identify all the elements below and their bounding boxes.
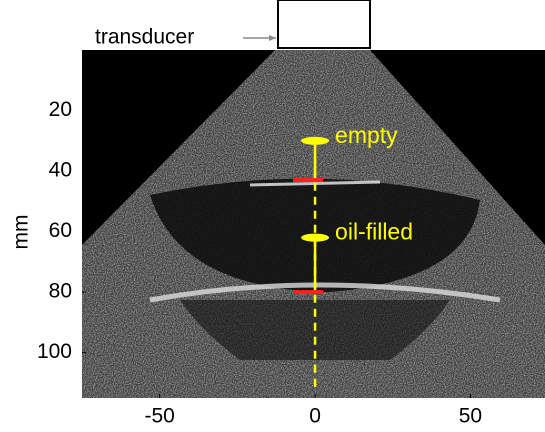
transducer-arrowhead bbox=[269, 35, 276, 41]
y-tick-label: 100 bbox=[37, 340, 72, 363]
y-tick-label: 60 bbox=[49, 219, 72, 242]
x-tick-label: 50 bbox=[459, 405, 482, 428]
figure: transducer mm -50 0 50 20 40 60 80 100 empty oil-… bbox=[0, 0, 545, 432]
y-tick-label: 40 bbox=[49, 159, 72, 182]
y-tick-label: 20 bbox=[49, 98, 72, 121]
x-tick-label: 0 bbox=[309, 405, 321, 428]
y-axis-label: mm bbox=[10, 215, 33, 250]
marker-label: oil-filled bbox=[335, 219, 413, 245]
transducer-label: transducer bbox=[95, 26, 194, 49]
depth-marker bbox=[301, 234, 329, 242]
transducer-box bbox=[278, 0, 370, 48]
depth-marker bbox=[301, 137, 329, 145]
x-tick-label: -50 bbox=[145, 405, 175, 428]
y-tick-label: 80 bbox=[49, 280, 72, 303]
marker-label: empty bbox=[335, 122, 398, 148]
